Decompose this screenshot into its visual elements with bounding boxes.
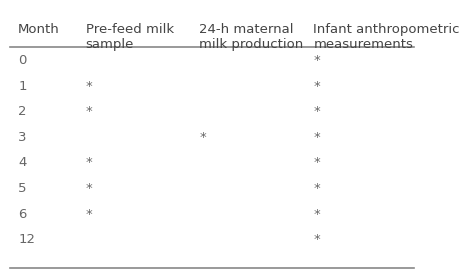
Text: Month: Month (18, 23, 60, 36)
Text: 3: 3 (18, 131, 27, 144)
Text: 5: 5 (18, 182, 27, 195)
Text: *: * (86, 182, 93, 195)
Text: *: * (86, 156, 93, 169)
Text: *: * (313, 131, 320, 144)
Text: *: * (313, 182, 320, 195)
Text: Pre-feed milk
sample: Pre-feed milk sample (86, 23, 174, 51)
Text: 2: 2 (18, 105, 27, 118)
Text: *: * (313, 233, 320, 246)
Text: *: * (86, 105, 93, 118)
Text: *: * (313, 156, 320, 169)
Text: 24-h maternal
milk production: 24-h maternal milk production (200, 23, 304, 51)
Text: 1: 1 (18, 80, 27, 93)
Text: *: * (86, 80, 93, 93)
Text: Infant anthropometric
measurements: Infant anthropometric measurements (313, 23, 460, 51)
Text: *: * (313, 105, 320, 118)
Text: *: * (86, 208, 93, 221)
Text: 4: 4 (18, 156, 27, 169)
Text: *: * (200, 131, 206, 144)
Text: 6: 6 (18, 208, 27, 221)
Text: 0: 0 (18, 54, 27, 67)
Text: *: * (313, 54, 320, 67)
Text: 12: 12 (18, 233, 35, 246)
Text: *: * (313, 208, 320, 221)
Text: *: * (313, 80, 320, 93)
